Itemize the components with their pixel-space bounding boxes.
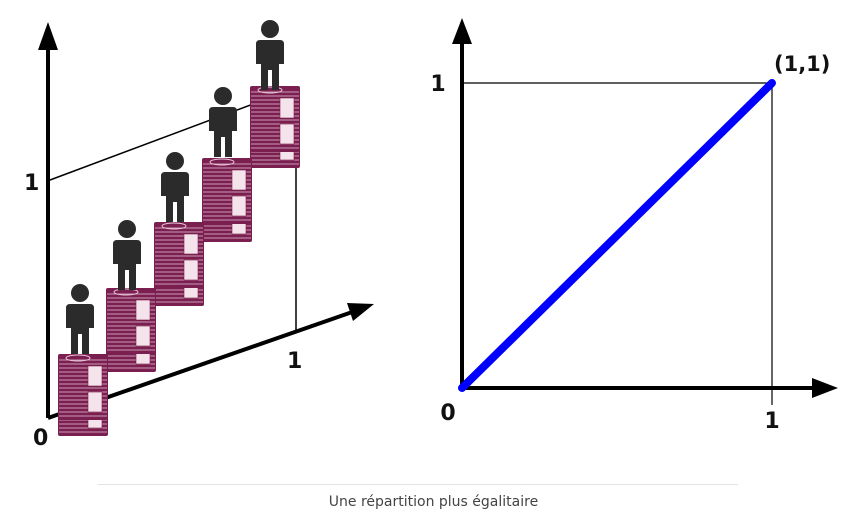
lorenz-chart: 0 1 1 (1,1)	[430, 18, 838, 434]
y-axis-arrow-icon	[38, 22, 58, 50]
person-icon	[161, 152, 189, 222]
banknote-stack-icon	[153, 221, 205, 289]
x-axis-arrow-icon	[347, 303, 374, 321]
person-icon	[209, 87, 237, 157]
chart-x-axis-arrow-icon	[812, 378, 838, 398]
banknote-stack-icon	[105, 287, 157, 355]
person-group-1	[57, 284, 109, 437]
person-icon	[66, 284, 94, 354]
y-tick-label-1: 1	[430, 72, 445, 97]
person-icon	[256, 20, 284, 90]
chart-y-axis-arrow-icon	[452, 18, 472, 44]
x-tick-label-0: 0	[440, 401, 455, 426]
banknote-stack-icon	[249, 85, 301, 153]
person-icon	[113, 220, 141, 290]
left-y-tick-label: 1	[24, 171, 39, 196]
banknote-stack-icon	[57, 353, 109, 421]
series-line-1	[458, 79, 776, 392]
person-group-4	[201, 87, 253, 243]
left-origin-label: 0	[33, 426, 48, 451]
x-tick-label-1: 1	[764, 409, 779, 434]
left-x-tick-label: 1	[287, 349, 302, 374]
left-diagram: 0 1 1	[24, 20, 374, 451]
caption-divider	[98, 484, 738, 485]
figure-caption: Une répartition plus égalitaire	[328, 494, 539, 510]
person-group-3	[153, 152, 205, 307]
person-group-5	[249, 20, 301, 169]
figure: 0 1 1 0 1 1 (1,1)	[24, 18, 838, 451]
person-group-2	[105, 220, 157, 373]
banknote-stack-icon	[201, 157, 253, 225]
annotation-label-1: (1,1)	[774, 52, 830, 76]
